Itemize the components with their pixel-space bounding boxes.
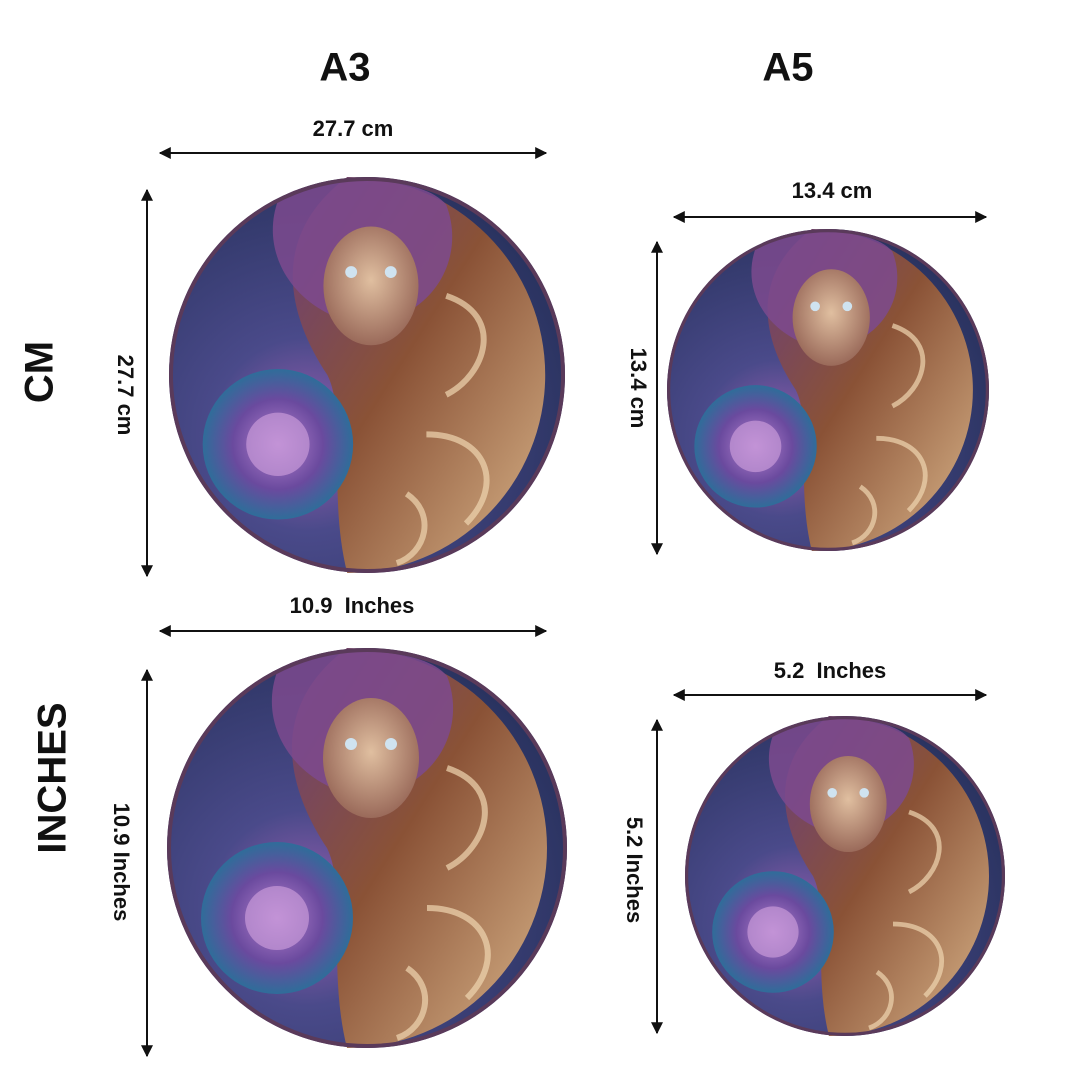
column-label: A3 (319, 46, 370, 90)
rim (666, 228, 990, 552)
rim (684, 715, 1006, 1037)
puzzle-image (168, 176, 566, 574)
eye (859, 788, 869, 798)
swirls (868, 809, 944, 1031)
eye (827, 788, 837, 798)
width-label: 13.4 cm (792, 178, 873, 203)
height-label: 13.4 cm (626, 348, 651, 429)
mandala-core (729, 420, 782, 473)
swirls (395, 292, 490, 566)
rim (167, 648, 567, 1048)
eye (384, 266, 397, 278)
eye (345, 738, 357, 750)
swirls (851, 323, 928, 546)
height-label: 10.9 Inches (109, 803, 134, 922)
height-label: 27.7 cm (113, 355, 138, 436)
puzzle-image (167, 648, 567, 1048)
height-label: 5.2 Inches (622, 817, 647, 923)
lion-face (809, 756, 887, 852)
mandala-core (246, 412, 310, 476)
width-label: 27.7 cm (313, 116, 394, 141)
lion-face (323, 698, 419, 818)
rim (168, 176, 566, 574)
mandala-core (245, 886, 309, 950)
eye (810, 301, 820, 312)
puzzle-image (684, 715, 1006, 1037)
width-label: 10.9 Inches (290, 593, 415, 618)
eye (385, 738, 397, 750)
column-label: A5 (762, 46, 813, 90)
puzzle-images (167, 176, 1006, 1048)
row-label: INCHES (31, 702, 75, 853)
row-label: CM (18, 341, 62, 403)
puzzle-image (666, 228, 990, 552)
mandala-core (747, 906, 799, 958)
eye (842, 301, 853, 312)
eye (345, 266, 358, 278)
swirls (395, 765, 491, 1041)
lion-face (323, 226, 419, 346)
lion-face (792, 269, 870, 366)
width-label: 5.2 Inches (774, 658, 887, 683)
